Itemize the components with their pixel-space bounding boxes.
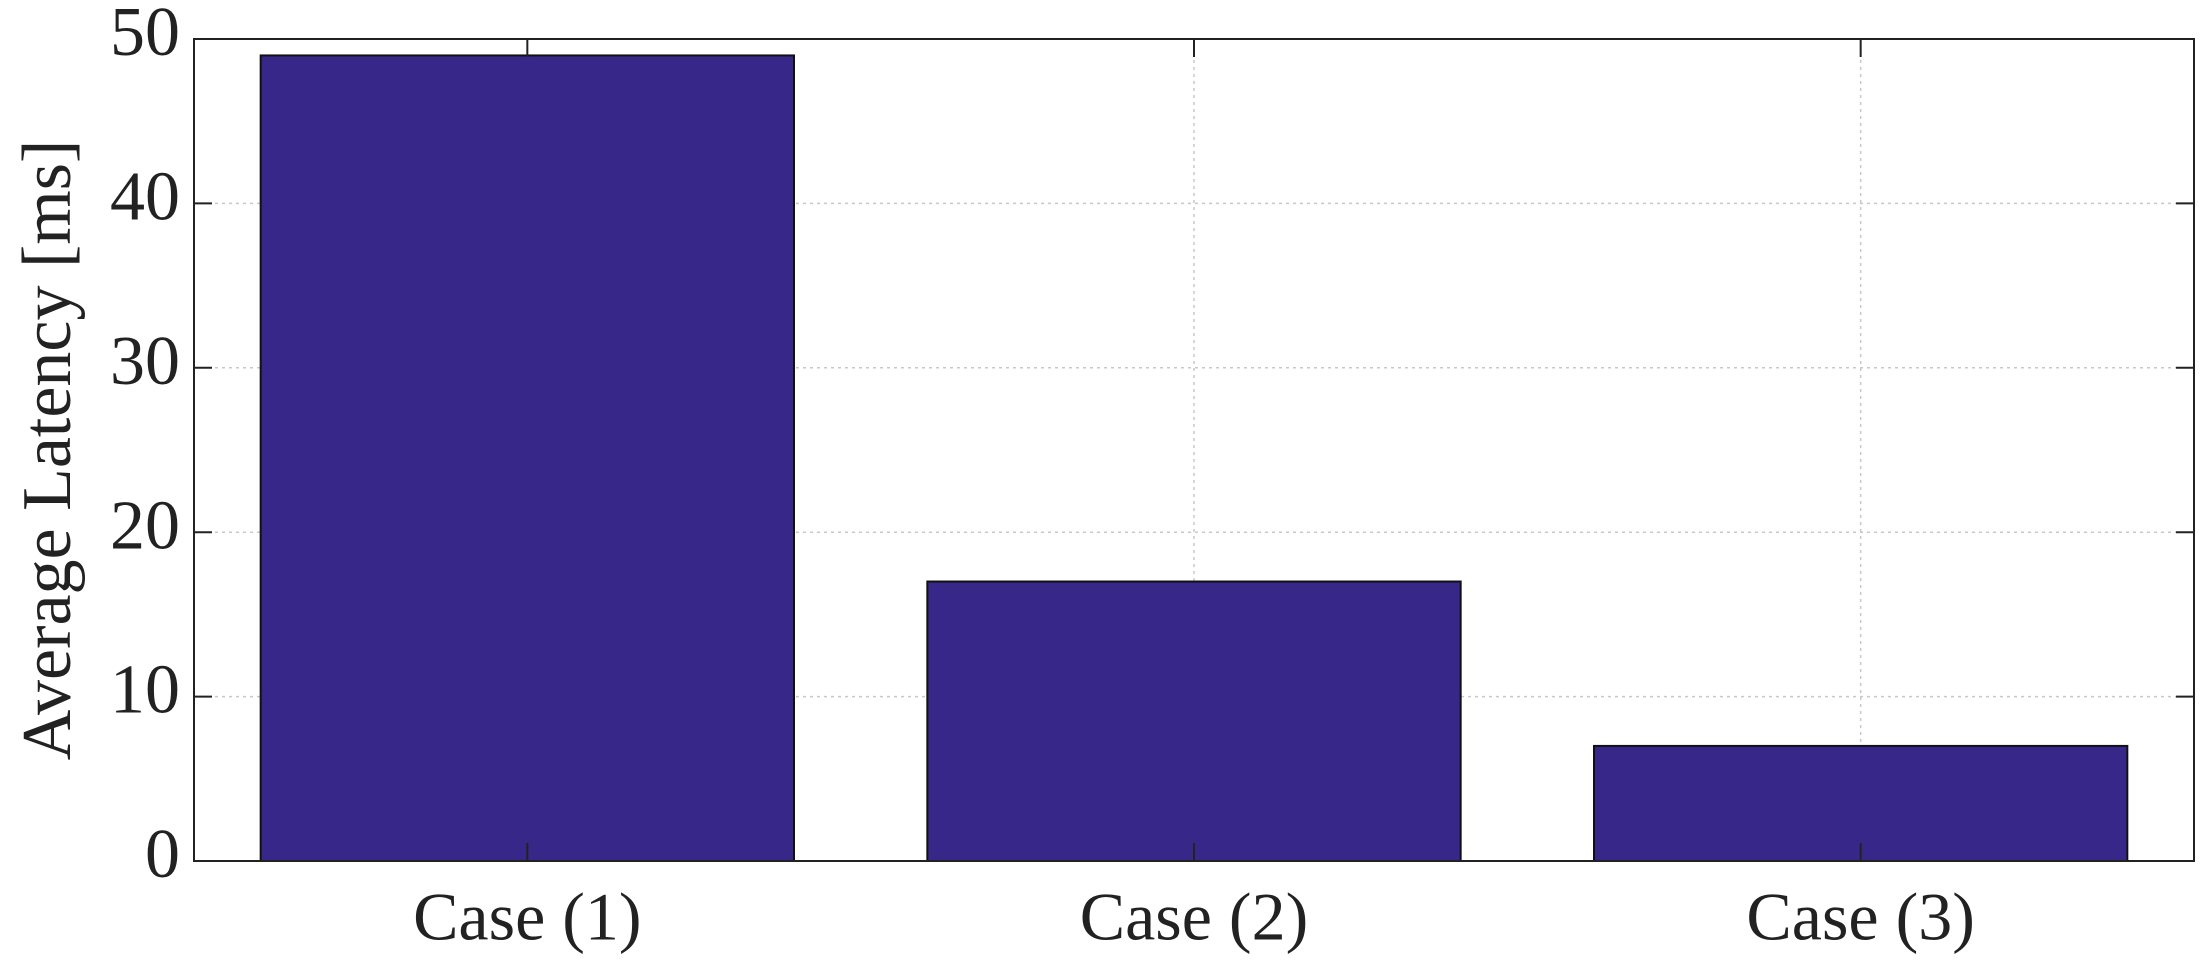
y-tick-label: 10 <box>110 652 180 729</box>
y-tick-label: 20 <box>110 487 180 564</box>
x-tick-label: Case (3) <box>1746 879 1974 955</box>
y-tick-label: 0 <box>145 816 180 893</box>
y-tick-label: 40 <box>110 158 180 235</box>
x-tick-label: Case (2) <box>1080 879 1308 955</box>
y-tick-label: 30 <box>110 323 180 400</box>
y-tick-label: 50 <box>110 0 180 71</box>
x-tick-label: Case (1) <box>413 879 641 955</box>
y-axis-label: Average Latency [ms] <box>9 140 86 761</box>
bar <box>259 54 795 862</box>
plot-frame <box>193 38 2195 862</box>
bar <box>1593 744 2129 862</box>
bar <box>926 580 1462 863</box>
